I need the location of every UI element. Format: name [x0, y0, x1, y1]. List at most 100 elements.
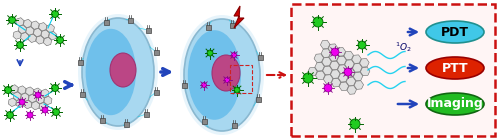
Polygon shape [41, 89, 49, 98]
Bar [80, 92, 84, 96]
Ellipse shape [86, 29, 136, 115]
Text: PDT: PDT [441, 25, 469, 38]
Polygon shape [18, 86, 26, 94]
Polygon shape [13, 92, 21, 100]
Circle shape [6, 111, 14, 118]
Polygon shape [26, 27, 34, 35]
Polygon shape [316, 71, 325, 80]
Ellipse shape [426, 21, 484, 43]
Polygon shape [328, 44, 338, 52]
Polygon shape [34, 88, 42, 96]
Ellipse shape [212, 55, 240, 91]
Polygon shape [322, 66, 332, 75]
Polygon shape [344, 60, 354, 68]
Polygon shape [338, 65, 347, 73]
Circle shape [4, 87, 12, 94]
Polygon shape [28, 94, 36, 103]
Bar [230, 65, 252, 93]
Polygon shape [13, 31, 21, 39]
Circle shape [27, 112, 33, 118]
Circle shape [224, 78, 230, 82]
Ellipse shape [110, 53, 136, 87]
Circle shape [202, 82, 206, 88]
Polygon shape [44, 37, 52, 46]
Polygon shape [46, 24, 54, 32]
Circle shape [350, 119, 360, 129]
Polygon shape [315, 62, 324, 71]
Polygon shape [339, 82, 348, 91]
Bar [258, 54, 262, 60]
Circle shape [234, 87, 240, 93]
Bar [144, 111, 148, 116]
Polygon shape [44, 96, 52, 105]
Polygon shape [20, 32, 29, 41]
Bar [154, 89, 158, 95]
Bar [100, 117, 104, 122]
Polygon shape [344, 51, 354, 60]
Polygon shape [41, 30, 49, 38]
Ellipse shape [426, 57, 484, 79]
Polygon shape [337, 56, 346, 65]
Circle shape [324, 84, 332, 92]
Polygon shape [338, 73, 348, 82]
Polygon shape [16, 18, 24, 26]
Polygon shape [26, 87, 34, 95]
Bar [291, 4, 495, 136]
Circle shape [313, 17, 323, 27]
Circle shape [52, 85, 59, 92]
Text: $^1$O$_2$: $^1$O$_2$ [395, 40, 412, 53]
Circle shape [207, 50, 213, 56]
Bar [104, 19, 108, 24]
Bar [124, 122, 128, 127]
Bar [146, 27, 150, 32]
Polygon shape [346, 68, 355, 77]
Polygon shape [346, 77, 356, 86]
Polygon shape [38, 23, 47, 31]
Circle shape [16, 41, 24, 48]
Polygon shape [352, 63, 362, 72]
Ellipse shape [180, 15, 264, 135]
Polygon shape [330, 70, 340, 78]
Polygon shape [36, 36, 44, 44]
Circle shape [35, 92, 41, 98]
Polygon shape [10, 85, 18, 93]
Polygon shape [48, 32, 57, 40]
Polygon shape [8, 98, 16, 107]
Bar [78, 60, 82, 65]
Polygon shape [34, 28, 42, 37]
Bar [182, 82, 186, 88]
Bar [202, 118, 206, 123]
Polygon shape [360, 59, 369, 67]
Polygon shape [39, 102, 47, 111]
Polygon shape [324, 75, 333, 83]
Polygon shape [314, 54, 324, 62]
Polygon shape [320, 40, 330, 49]
Circle shape [8, 17, 16, 24]
Polygon shape [18, 25, 26, 33]
Polygon shape [24, 19, 32, 28]
Text: Imaging: Imaging [426, 97, 484, 110]
Circle shape [52, 10, 59, 18]
Polygon shape [347, 86, 356, 94]
Ellipse shape [78, 14, 158, 130]
Circle shape [331, 48, 339, 56]
Polygon shape [321, 49, 330, 57]
Polygon shape [322, 58, 332, 66]
Polygon shape [354, 72, 363, 81]
Bar [256, 96, 260, 102]
Polygon shape [234, 6, 244, 28]
Polygon shape [24, 100, 32, 109]
Bar [232, 122, 236, 128]
Bar [128, 18, 132, 23]
Polygon shape [360, 67, 370, 76]
Circle shape [303, 73, 313, 83]
Polygon shape [28, 34, 36, 43]
Polygon shape [21, 93, 29, 102]
Text: PTT: PTT [442, 61, 468, 74]
Polygon shape [308, 67, 317, 76]
Ellipse shape [426, 93, 484, 115]
Circle shape [42, 107, 48, 113]
Circle shape [232, 52, 236, 58]
Polygon shape [329, 52, 338, 61]
Polygon shape [31, 21, 39, 29]
